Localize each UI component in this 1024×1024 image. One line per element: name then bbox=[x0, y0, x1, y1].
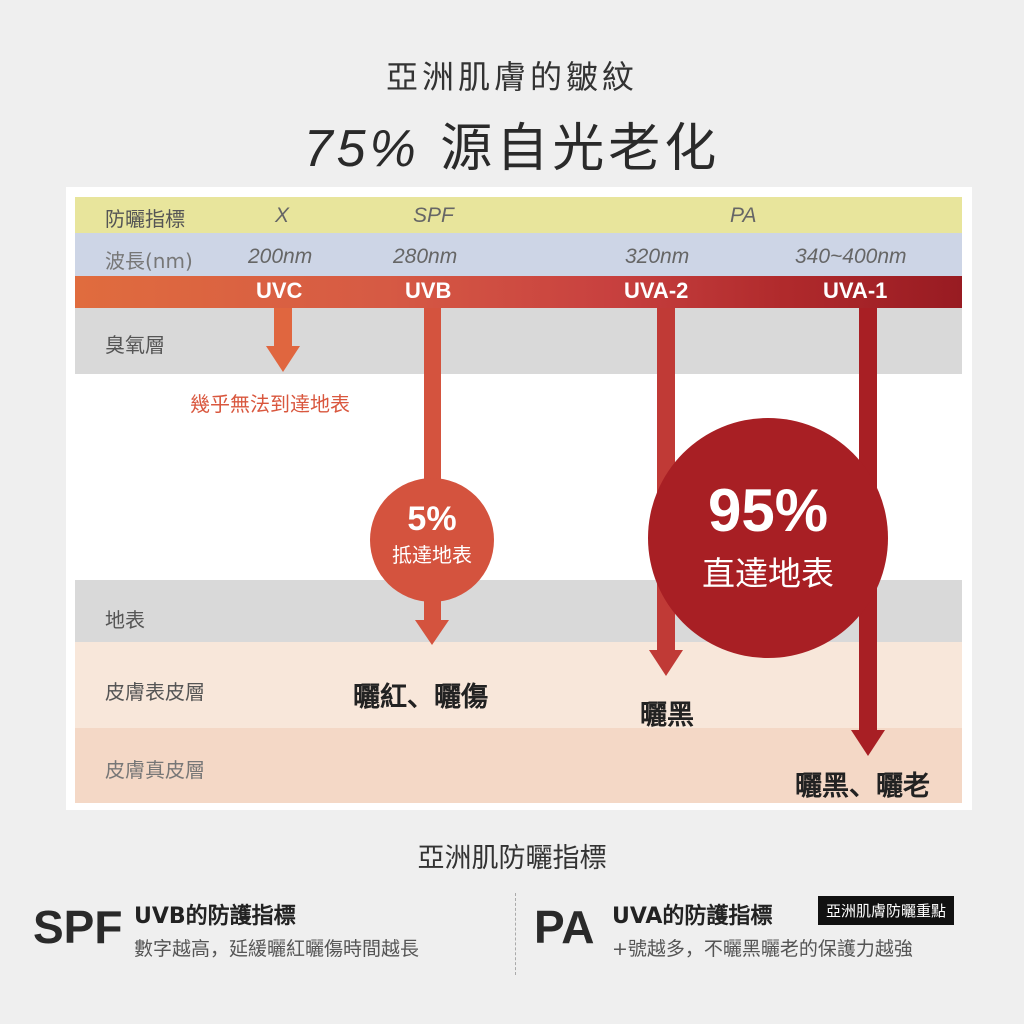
wavelength-200: 200nm bbox=[248, 245, 313, 268]
legend-divider bbox=[515, 893, 516, 975]
title-text: 源自光老化 bbox=[440, 119, 721, 179]
spf-desc: 數字越高，延緩曬紅曬傷時間越長 bbox=[134, 938, 420, 960]
dermis-layer bbox=[75, 728, 962, 803]
uva1-effect: 曬黑、曬老 bbox=[795, 771, 930, 802]
pa-badge: 亞洲肌膚防曬重點 bbox=[818, 896, 955, 925]
uv-band-row bbox=[75, 276, 962, 308]
band-uva2: UVA-2 bbox=[624, 278, 689, 303]
ozone-layer bbox=[75, 308, 962, 374]
band-uvb: UVB bbox=[405, 278, 452, 303]
pa-abbr: PA bbox=[534, 901, 595, 953]
uva-percent: 95% bbox=[707, 477, 829, 544]
uvb-circle: 5% 抵達地表 bbox=[370, 478, 494, 602]
title-line1: 亞洲肌膚的皺紋 bbox=[385, 58, 638, 96]
pa-desc: +號越多，不曬黑曬老的保護力越強 bbox=[612, 938, 913, 960]
uvc-note: 幾乎無法到達地表 bbox=[190, 392, 350, 416]
uvb-effect: 曬紅、曬傷 bbox=[353, 682, 488, 713]
index-spf: SPF bbox=[413, 204, 454, 227]
index-label: 防曬指標 bbox=[105, 207, 185, 231]
wavelength-280: 280nm bbox=[393, 245, 458, 268]
wavelength-label: 波長(nm) bbox=[105, 249, 193, 273]
uvb-reach: 抵達地表 bbox=[392, 543, 472, 567]
legend-title: 亞洲肌防曬指標 bbox=[417, 843, 607, 874]
band-uva1: UVA-1 bbox=[823, 278, 888, 303]
wavelength-320: 320nm bbox=[625, 245, 690, 268]
band-uvc: UVC bbox=[256, 278, 303, 303]
wavelength-row bbox=[75, 233, 962, 276]
title-line2: 75% 源自光老化 bbox=[0, 106, 1024, 181]
pa-heading: UVA的防護指標 bbox=[612, 904, 773, 929]
spf-abbr: SPF bbox=[33, 901, 123, 953]
uvb-percent: 5% bbox=[407, 500, 457, 538]
uvc-arrow bbox=[266, 308, 300, 372]
ozone-label: 臭氧層 bbox=[105, 333, 165, 357]
uva-reach: 直達地表 bbox=[702, 554, 834, 593]
uva-circle: 95% 直達地表 bbox=[648, 418, 888, 658]
index-x: X bbox=[275, 204, 290, 227]
epidermis-label: 皮膚表皮層 bbox=[105, 680, 205, 704]
spf-heading: UVB的防護指標 bbox=[134, 904, 296, 929]
ground-label: 地表 bbox=[105, 608, 145, 632]
epidermis-layer bbox=[75, 642, 962, 728]
dermis-label: 皮膚真皮層 bbox=[105, 758, 205, 782]
index-pa: PA bbox=[730, 204, 757, 227]
wavelength-340-400: 340~400nm bbox=[795, 245, 907, 268]
title-percent: 75% bbox=[303, 120, 420, 178]
index-row bbox=[75, 197, 962, 233]
uva2-effect: 曬黑 bbox=[640, 700, 694, 731]
